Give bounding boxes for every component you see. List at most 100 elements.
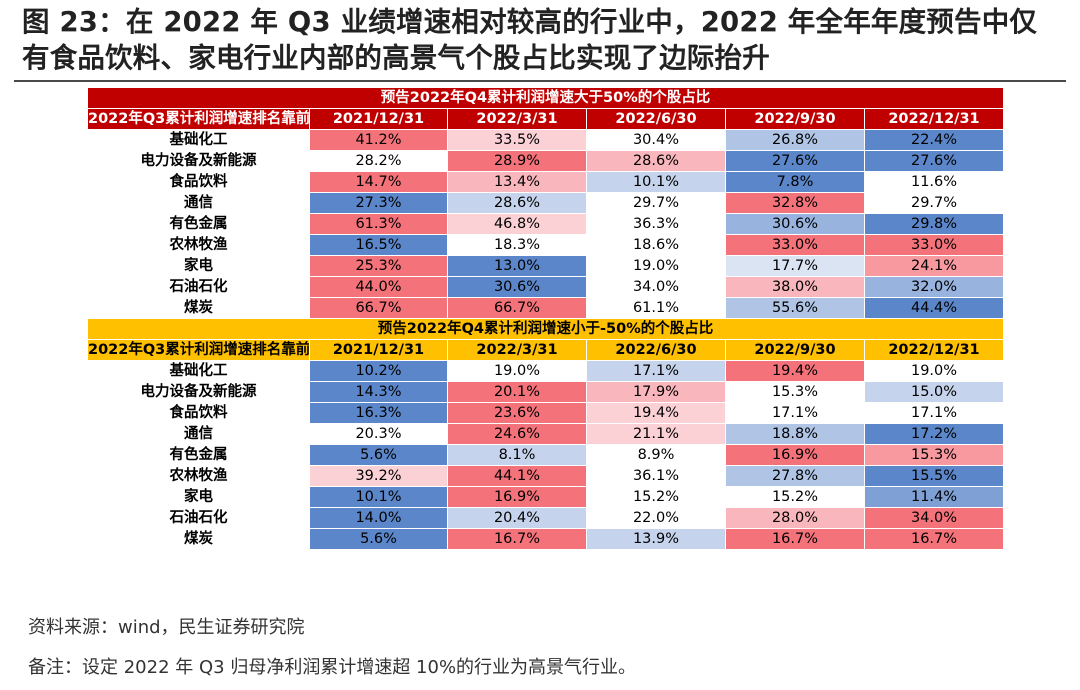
value-cell: 61.3% <box>309 213 448 235</box>
value-cell: 16.3% <box>309 402 448 424</box>
table-body: 预告2022年Q4累计利润增速大于50%的个股占比 2022年Q3累计利润增速排名… <box>86 87 1005 550</box>
section-banner: 预告2022年Q4累计利润增速大于50%的个股占比 <box>86 87 1005 109</box>
value-cell: 61.1% <box>586 297 726 319</box>
value-cell: 21.1% <box>586 423 726 445</box>
value-cell: 33.5% <box>447 129 587 151</box>
value-cell: 28.2% <box>309 150 448 172</box>
value-cell: 30.4% <box>586 129 726 151</box>
column-header: 2022/9/30 <box>725 108 865 130</box>
header-row: 2022年Q3累计利润增速排名靠前的行业2021/12/312022/3/312… <box>87 339 1005 361</box>
section-banner-row: 预告2022年Q4累计利润增速小于-50%的个股占比 <box>86 318 1005 340</box>
table-row: 基础化工 10.2% 19.0% 17.1% 19.4% 19.0% <box>87 360 1005 382</box>
value-cell: 25.3% <box>309 255 448 277</box>
value-cell: 46.8% <box>447 213 587 235</box>
value-cell: 24.1% <box>863 255 1005 277</box>
row-label: 家电 <box>87 486 310 508</box>
row-label: 食品饮料 <box>87 171 310 193</box>
value-cell: 5.6% <box>309 444 448 466</box>
table-row: 石油石化 14.0% 20.4% 22.0% 28.0% 34.0% <box>87 507 1005 529</box>
value-cell: 66.7% <box>309 297 448 319</box>
value-cell: 34.0% <box>863 507 1005 529</box>
column-header: 2022/6/30 <box>586 108 726 130</box>
value-cell: 28.9% <box>447 150 587 172</box>
value-cell: 30.6% <box>447 276 587 298</box>
row-label: 有色金属 <box>87 213 310 235</box>
value-cell: 11.6% <box>863 171 1005 193</box>
row-label: 有色金属 <box>87 444 310 466</box>
value-cell: 29.8% <box>863 213 1005 235</box>
column-header: 2021/12/31 <box>309 339 448 361</box>
value-cell: 15.3% <box>863 444 1005 466</box>
heatmap-table: 预告2022年Q4累计利润增速大于50%的个股占比 2022年Q3累计利润增速排名… <box>86 87 1005 550</box>
value-cell: 18.8% <box>725 423 865 445</box>
value-cell: 24.6% <box>447 423 587 445</box>
value-cell: 44.0% <box>309 276 448 298</box>
value-cell: 36.1% <box>586 465 726 487</box>
value-cell: 28.6% <box>586 150 726 172</box>
table-row: 电力设备及新能源 14.3% 20.1% 17.9% 15.3% 15.0% <box>87 381 1005 403</box>
value-cell: 15.0% <box>863 381 1005 403</box>
value-cell: 18.3% <box>447 234 587 256</box>
value-cell: 16.5% <box>309 234 448 256</box>
value-cell: 39.2% <box>309 465 448 487</box>
value-cell: 15.2% <box>586 486 726 508</box>
table-row: 有色金属 5.6% 8.1% 8.9% 16.9% 15.3% <box>87 444 1005 466</box>
value-cell: 32.8% <box>725 192 865 214</box>
table-row: 农林牧渔 39.2% 44.1% 36.1% 27.8% 15.5% <box>87 465 1005 487</box>
column-header: 2022/9/30 <box>725 339 865 361</box>
value-cell: 14.3% <box>309 381 448 403</box>
value-cell: 33.0% <box>863 234 1005 256</box>
table-row: 煤炭 66.7% 66.7% 61.1% 55.6% 44.4% <box>87 297 1005 319</box>
corner-header: 2022年Q3累计利润增速排名靠前的行业 <box>87 339 310 361</box>
section-banner: 预告2022年Q4累计利润增速小于-50%的个股占比 <box>86 318 1005 340</box>
value-cell: 44.1% <box>447 465 587 487</box>
row-label: 通信 <box>87 192 310 214</box>
value-cell: 16.9% <box>447 486 587 508</box>
value-cell: 33.0% <box>725 234 865 256</box>
row-label: 农林牧渔 <box>87 465 310 487</box>
value-cell: 55.6% <box>725 297 865 319</box>
table-row: 农林牧渔 16.5% 18.3% 18.6% 33.0% 33.0% <box>87 234 1005 256</box>
value-cell: 14.0% <box>309 507 448 529</box>
value-cell: 19.0% <box>863 360 1005 382</box>
column-header: 2022/6/30 <box>586 339 726 361</box>
row-label: 煤炭 <box>87 297 310 319</box>
table-row: 通信 27.3% 28.6% 29.7% 32.8% 29.7% <box>87 192 1005 214</box>
value-cell: 17.1% <box>863 402 1005 424</box>
table-row: 食品饮料 16.3% 23.6% 19.4% 17.1% 17.1% <box>87 402 1005 424</box>
value-cell: 10.1% <box>309 486 448 508</box>
value-cell: 16.7% <box>863 528 1005 550</box>
value-cell: 28.6% <box>447 192 587 214</box>
value-cell: 27.3% <box>309 192 448 214</box>
value-cell: 10.2% <box>309 360 448 382</box>
header-row: 2022年Q3累计利润增速排名靠前的行业2021/12/312022/3/312… <box>87 108 1005 130</box>
value-cell: 15.2% <box>725 486 865 508</box>
value-cell: 11.4% <box>863 486 1005 508</box>
table-row: 食品饮料 14.7% 13.4% 10.1% 7.8% 11.6% <box>87 171 1005 193</box>
value-cell: 27.6% <box>725 150 865 172</box>
value-cell: 29.7% <box>586 192 726 214</box>
corner-header: 2022年Q3累计利润增速排名靠前的行业 <box>87 108 310 130</box>
value-cell: 19.0% <box>586 255 726 277</box>
table-row: 电力设备及新能源 28.2% 28.9% 28.6% 27.6% 27.6% <box>87 150 1005 172</box>
value-cell: 36.3% <box>586 213 726 235</box>
table-row: 通信 20.3% 24.6% 21.1% 18.8% 17.2% <box>87 423 1005 445</box>
value-cell: 32.0% <box>863 276 1005 298</box>
value-cell: 13.0% <box>447 255 587 277</box>
value-cell: 17.7% <box>725 255 865 277</box>
value-cell: 27.8% <box>725 465 865 487</box>
value-cell: 20.4% <box>447 507 587 529</box>
value-cell: 34.0% <box>586 276 726 298</box>
value-cell: 16.9% <box>725 444 865 466</box>
value-cell: 7.8% <box>725 171 865 193</box>
table-row: 家电 25.3% 13.0% 19.0% 17.7% 24.1% <box>87 255 1005 277</box>
value-cell: 22.0% <box>586 507 726 529</box>
value-cell: 38.0% <box>725 276 865 298</box>
row-label: 煤炭 <box>87 528 310 550</box>
value-cell: 30.6% <box>725 213 865 235</box>
table-row: 家电 10.1% 16.9% 15.2% 15.2% 11.4% <box>87 486 1005 508</box>
value-cell: 19.4% <box>725 360 865 382</box>
value-cell: 28.0% <box>725 507 865 529</box>
table-row: 石油石化 44.0% 30.6% 34.0% 38.0% 32.0% <box>87 276 1005 298</box>
value-cell: 23.6% <box>447 402 587 424</box>
